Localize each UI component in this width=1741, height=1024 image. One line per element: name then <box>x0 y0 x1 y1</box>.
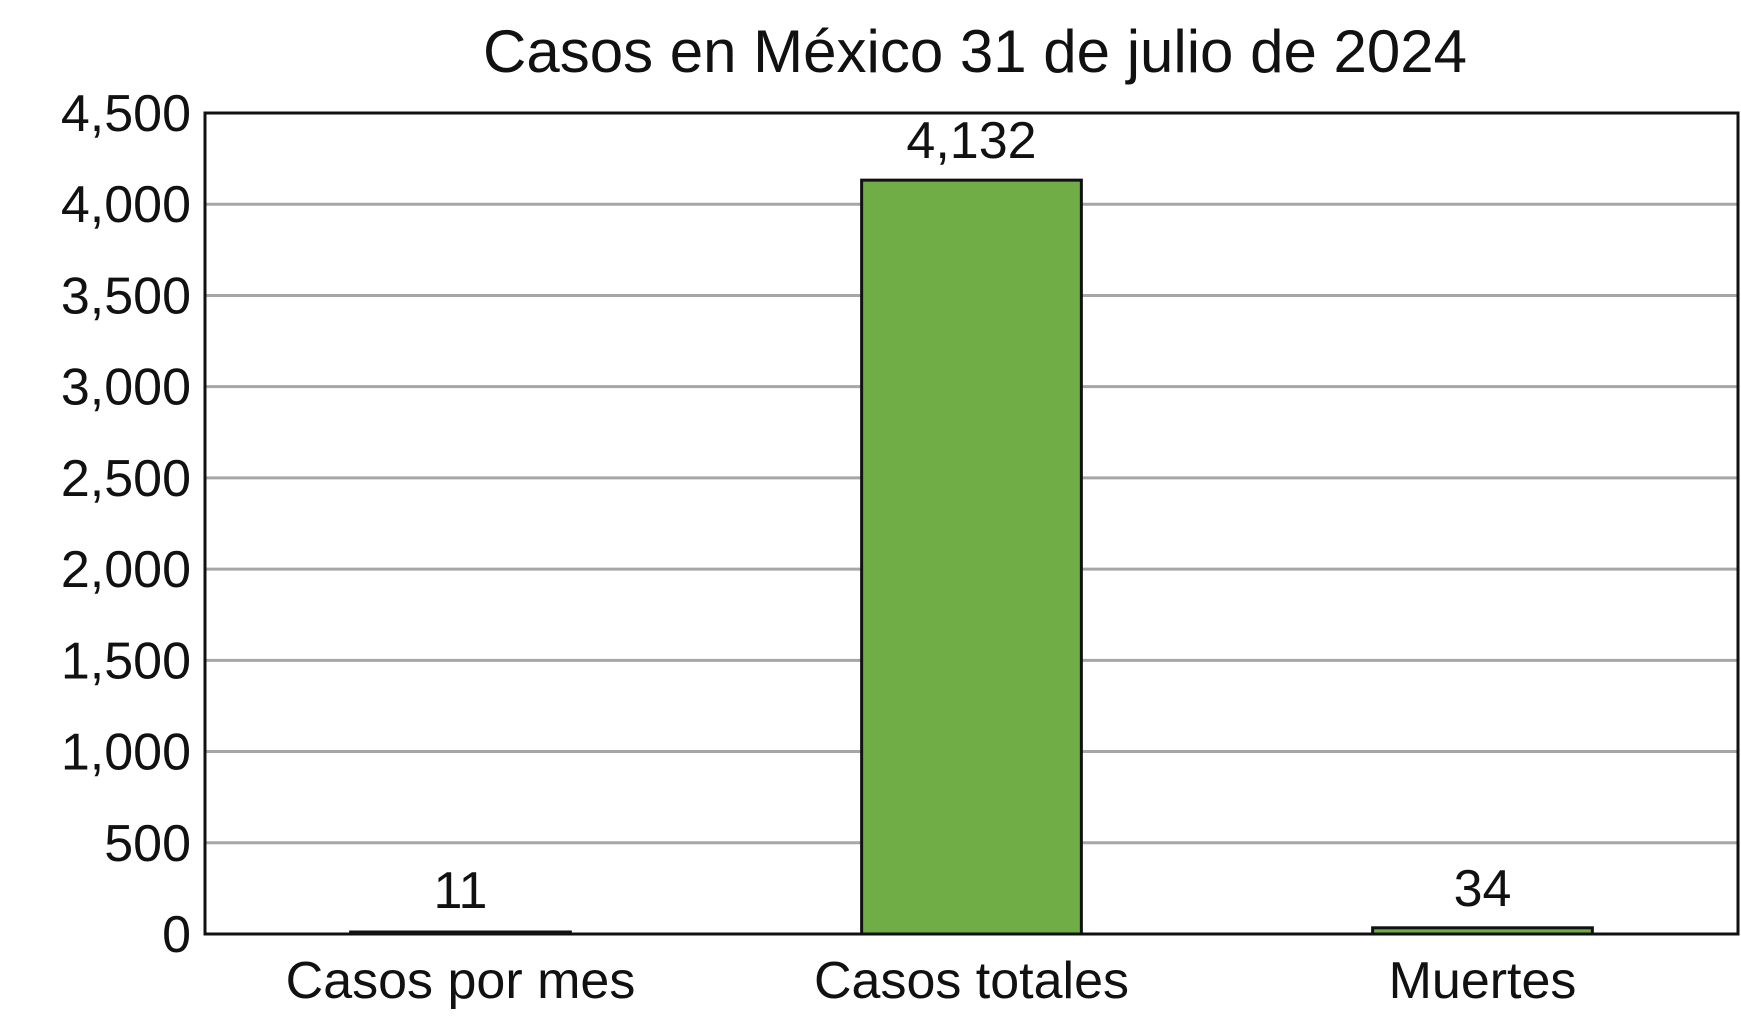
y-tick-label: 500 <box>104 815 191 873</box>
x-category-label: Casos por mes <box>286 952 636 1010</box>
y-tick-label: 4,500 <box>61 85 191 143</box>
y-axis-ticks: 0 500 1,000 1,500 2,000 2,500 3,000 3,500 4,000 4… <box>61 85 191 964</box>
y-tick-label: 2,500 <box>61 450 191 508</box>
bar-data-label: 4,132 <box>906 112 1036 170</box>
x-category-label: Casos totales <box>814 952 1129 1010</box>
data-labels: 11 4,132 34 <box>434 112 1512 920</box>
bar-data-label: 11 <box>434 862 488 920</box>
x-category-label: Muertes <box>1389 952 1577 1010</box>
y-tick-label: 1,000 <box>61 724 191 782</box>
y-tick-label: 2,000 <box>61 541 191 599</box>
bar-data-label: 34 <box>1454 860 1512 918</box>
y-tick-label: 0 <box>162 906 191 964</box>
bars <box>349 178 1594 936</box>
bar <box>860 178 1083 936</box>
y-tick-label: 3,000 <box>61 359 191 417</box>
plot-frame <box>203 111 1740 936</box>
y-tick-label: 1,500 <box>61 632 191 690</box>
y-tick-label: 3,500 <box>61 267 191 325</box>
chart-title: Casos en México 31 de julio de 2024 <box>483 18 1467 85</box>
y-tick-label: 4,000 <box>61 176 191 234</box>
x-axis-category-labels: Casos por mes Casos totales Muertes <box>286 952 1577 1010</box>
